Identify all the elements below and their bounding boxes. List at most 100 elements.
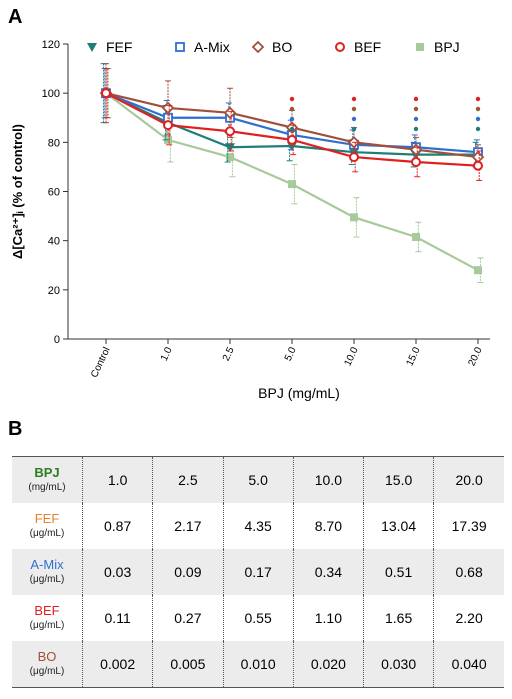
significance-mark bbox=[413, 96, 419, 102]
legend-marker-a-mix bbox=[175, 42, 185, 52]
table-cell: 0.09 bbox=[152, 549, 224, 595]
y-tick-label: 0 bbox=[54, 334, 60, 346]
table-cell: 0.002 bbox=[82, 641, 154, 688]
legend-label-a-mix: A-Mix bbox=[194, 39, 230, 55]
legend-label-bo: BO bbox=[272, 39, 292, 55]
x-tick-label: 5.0 bbox=[283, 345, 299, 363]
row-unit: (mg/mL) bbox=[28, 482, 66, 493]
x-tick-label: Control bbox=[89, 346, 113, 380]
significance-mark bbox=[351, 106, 357, 112]
row-header: BEF (μg/mL) bbox=[12, 595, 83, 641]
y-tick-label: 100 bbox=[42, 88, 60, 100]
y-tick-label: 80 bbox=[48, 137, 60, 149]
table-cell: 2.5 bbox=[152, 456, 224, 503]
table-cell: 0.040 bbox=[433, 641, 504, 688]
row-unit: (μg/mL) bbox=[29, 620, 65, 631]
significance-mark bbox=[289, 106, 295, 112]
significance-mark bbox=[351, 116, 357, 122]
table-row-bef: BEF (μg/mL) 0.11 0.27 0.55 1.10 1.65 2.20 bbox=[12, 595, 504, 641]
y-axis-label: Δ[Ca²⁺]ᵢ (% of control) bbox=[10, 124, 25, 259]
legend-label-bef: BEF bbox=[354, 39, 381, 55]
row-unit: (μg/mL) bbox=[29, 666, 65, 677]
data-point-bpj bbox=[412, 232, 420, 241]
table-cell: 0.11 bbox=[82, 595, 154, 641]
data-point-bpj bbox=[350, 213, 358, 222]
data-point-bef bbox=[473, 160, 483, 171]
data-point-bef bbox=[225, 126, 235, 137]
table-cell: 0.55 bbox=[223, 595, 294, 641]
significance-mark bbox=[351, 126, 357, 132]
x-tick-label: 10.0 bbox=[343, 345, 361, 368]
y-tick-label: 40 bbox=[48, 236, 60, 248]
table-cell: 4.35 bbox=[223, 503, 294, 549]
table-cell: 2.17 bbox=[152, 503, 224, 549]
data-point-bpj bbox=[474, 266, 482, 275]
table-cell: 1.65 bbox=[363, 595, 435, 641]
significance-mark bbox=[351, 96, 357, 102]
y-tick-label: 20 bbox=[48, 285, 60, 297]
line-chart: 0 20 40 60 80 100 120 Control 1.0 2.5 5.0 10.0 15.0 2… bbox=[10, 39, 490, 401]
table-cell: 0.87 bbox=[82, 503, 154, 549]
legend-marker-bef bbox=[335, 42, 345, 52]
row-header: BO (μg/mL) bbox=[12, 641, 83, 688]
row-unit: (μg/mL) bbox=[29, 574, 65, 585]
table-row-fef: FEF (μg/mL) 0.87 2.17 4.35 8.70 13.04 17.… bbox=[12, 503, 504, 549]
significance-mark bbox=[475, 96, 481, 102]
legend-marker-bpj bbox=[416, 43, 424, 51]
row-header: A-Mix (μg/mL) bbox=[12, 549, 83, 595]
table-cell: 5.0 bbox=[223, 456, 294, 503]
table-cell: 13.04 bbox=[363, 503, 435, 549]
table-cell: 0.17 bbox=[223, 549, 294, 595]
significance-mark bbox=[289, 116, 295, 122]
row-name: BO bbox=[37, 649, 57, 664]
row-unit: (μg/mL) bbox=[29, 528, 65, 539]
x-axis-label: BPJ (mg/mL) bbox=[258, 385, 340, 401]
significance-mark bbox=[413, 106, 419, 112]
row-name: BPJ bbox=[34, 465, 60, 480]
table-cell: 0.020 bbox=[293, 641, 365, 688]
table-row-bpj: BPJ (mg/mL) 1.0 2.5 5.0 10.0 15.0 20.0 bbox=[12, 456, 504, 503]
table-row-amix: A-Mix (μg/mL) 0.03 0.09 0.17 0.34 0.51 0.… bbox=[12, 549, 504, 595]
table-cell: 0.005 bbox=[152, 641, 224, 688]
data-point-bef bbox=[163, 120, 173, 131]
legend-marker-bo bbox=[251, 40, 265, 54]
x-tick-label: 20.0 bbox=[467, 345, 485, 368]
legend-label-fef: FEF bbox=[106, 39, 132, 55]
table-cell: 8.70 bbox=[293, 503, 365, 549]
panel-a-label: A bbox=[8, 6, 23, 28]
row-header: BPJ (mg/mL) bbox=[12, 456, 83, 503]
y-tick-label: 60 bbox=[48, 187, 60, 199]
table-cell: 0.27 bbox=[152, 595, 224, 641]
data-point-fef bbox=[287, 142, 297, 152]
table-cell: 1.0 bbox=[82, 456, 154, 503]
data-point-bef bbox=[411, 157, 421, 167]
table-row-bo: BO (μg/mL) 0.002 0.005 0.010 0.020 0.030 … bbox=[12, 641, 504, 688]
table-cell: 0.010 bbox=[223, 641, 294, 688]
data-point-bpj bbox=[288, 180, 296, 189]
significance-mark bbox=[413, 126, 419, 132]
table-cell: 0.34 bbox=[293, 549, 365, 595]
table-cell: 0.68 bbox=[433, 549, 504, 595]
data-point-bef bbox=[349, 152, 359, 163]
data-point-bef bbox=[101, 88, 111, 99]
table-cell: 15.0 bbox=[363, 456, 435, 503]
significance-mark bbox=[475, 126, 481, 132]
table-cell: 20.0 bbox=[433, 456, 504, 503]
table-cell: 0.51 bbox=[363, 549, 435, 595]
data-point-bpj bbox=[226, 153, 234, 162]
table-cell: 1.10 bbox=[293, 595, 365, 641]
row-header: FEF (μg/mL) bbox=[12, 503, 83, 549]
concentration-table: BPJ (mg/mL) 1.0 2.5 5.0 10.0 15.0 20.0 FE… bbox=[12, 456, 504, 688]
significance-mark bbox=[413, 116, 419, 122]
x-tick-label: 2.5 bbox=[221, 345, 237, 363]
table-cell: 17.39 bbox=[451, 518, 487, 534]
row-name: A-Mix bbox=[30, 557, 64, 572]
data-point-fef bbox=[225, 143, 235, 153]
y-tick-label: 120 bbox=[42, 39, 60, 51]
table-cell: 2.20 bbox=[455, 610, 483, 626]
legend-marker-fef bbox=[87, 43, 97, 52]
data-point-bef bbox=[287, 134, 297, 145]
table-cell: 0.030 bbox=[363, 641, 435, 688]
legend-label-bpj: BPJ bbox=[434, 39, 460, 55]
significance-mark bbox=[475, 116, 481, 122]
